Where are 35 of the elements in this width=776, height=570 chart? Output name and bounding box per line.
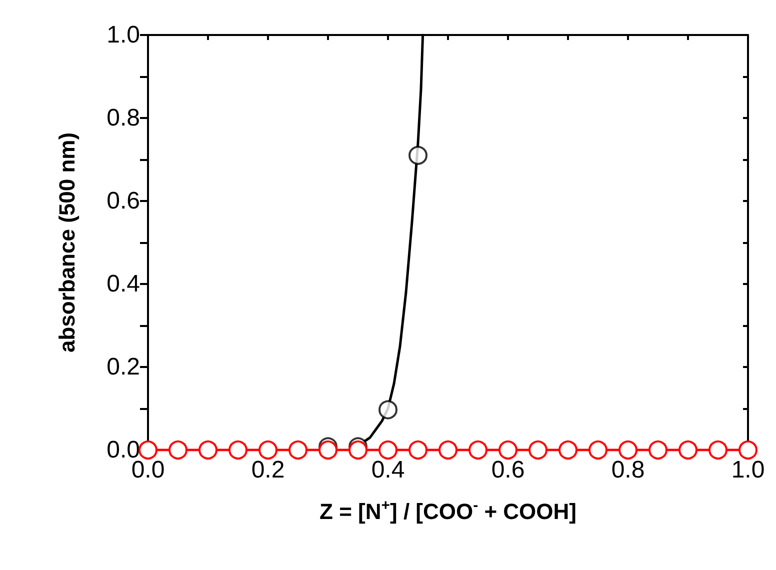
point <box>228 440 248 460</box>
x-tick-label: 0.4 <box>371 456 405 484</box>
point <box>528 440 548 460</box>
point <box>318 440 338 460</box>
x-tick-label: 1.0 <box>731 456 765 484</box>
point <box>678 440 698 460</box>
y-axis-title: absorbance (500 nm) <box>54 132 80 353</box>
point <box>258 440 278 460</box>
point <box>708 440 728 460</box>
point <box>468 440 488 460</box>
point <box>648 440 668 460</box>
point <box>168 440 188 460</box>
point <box>138 440 158 460</box>
point <box>348 440 368 460</box>
point <box>558 440 578 460</box>
point <box>198 440 218 460</box>
point <box>498 440 518 460</box>
point <box>438 440 458 460</box>
x-tick-label: 0.6 <box>491 456 525 484</box>
y-tick-label: 1.0 <box>106 22 140 48</box>
point <box>408 440 428 460</box>
x-tick-label: 0.2 <box>251 456 285 484</box>
y-tick-label: 0.4 <box>106 270 140 298</box>
y-tick-label: 0.8 <box>106 104 140 132</box>
point <box>378 400 398 420</box>
x-tick-label: 0.8 <box>611 456 645 484</box>
x-axis-title: Z = [N+] / [COO- + COOH] <box>320 497 576 524</box>
point <box>408 146 428 165</box>
point <box>288 440 308 460</box>
point <box>378 440 398 460</box>
point <box>618 440 638 460</box>
y-tick-label: 0.2 <box>106 354 140 380</box>
point <box>738 440 758 460</box>
point <box>588 440 608 460</box>
y-tick-label: 0.6 <box>106 188 140 214</box>
